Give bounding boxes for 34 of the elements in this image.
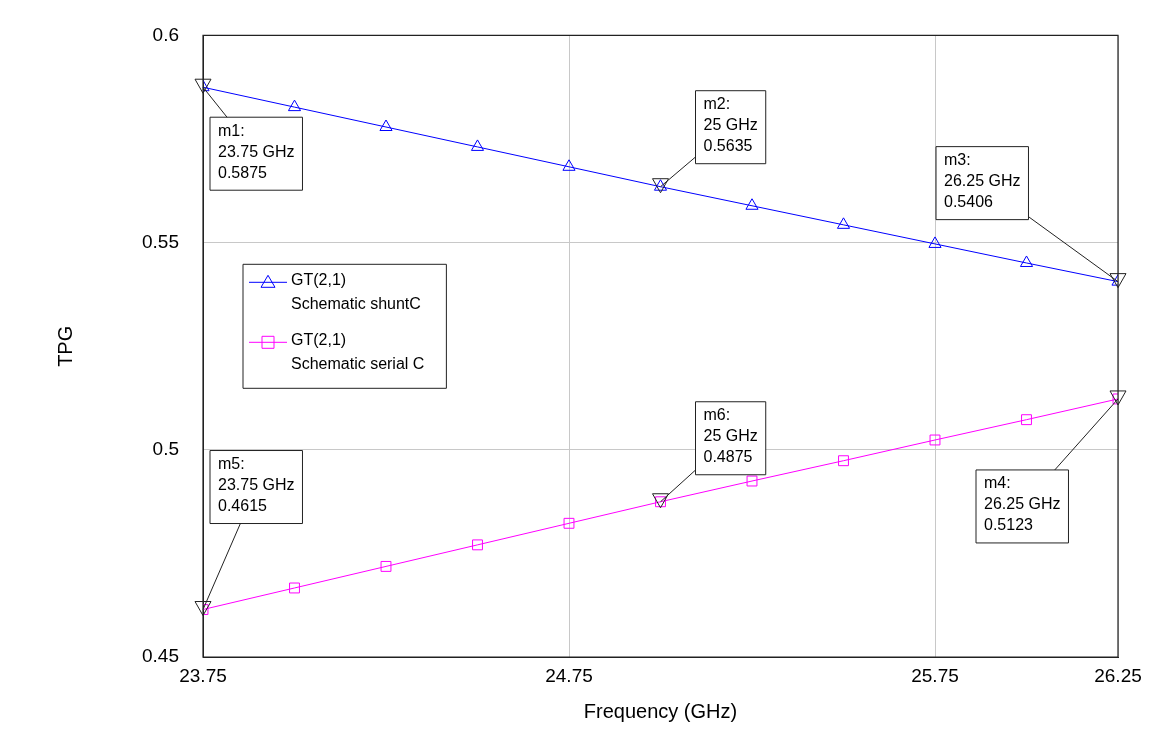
point xyxy=(563,517,575,529)
x-axis-title: Frequency (GHz) xyxy=(583,699,738,722)
point xyxy=(472,539,483,551)
point xyxy=(746,475,758,487)
annotation: m4: 26.25 GHz 0.5123 xyxy=(984,474,1061,534)
point xyxy=(1019,255,1034,267)
point xyxy=(562,159,576,171)
point xyxy=(1021,414,1032,426)
y-tick-label: 0.5 xyxy=(152,438,179,460)
x-tick-label: 26.25 xyxy=(1094,664,1142,686)
x-tick-label: 23.75 xyxy=(179,664,227,686)
point xyxy=(929,434,941,446)
point xyxy=(470,139,485,151)
legend-label: GT(2,1) Schematic shuntC xyxy=(291,270,421,312)
y-axis-title: TPG xyxy=(53,325,76,367)
point xyxy=(745,198,759,210)
annotation: m1: 23.75 GHz 0.5875 xyxy=(218,121,295,181)
point xyxy=(289,582,300,594)
point xyxy=(928,236,942,248)
point xyxy=(287,99,302,112)
point xyxy=(379,119,393,132)
x-tick-label: 24.75 xyxy=(545,664,593,686)
point xyxy=(836,217,851,229)
point xyxy=(380,560,392,572)
annotation: m3: 26.25 GHz 0.5406 xyxy=(944,151,1021,211)
annotation: m2: 25 GHz 0.5635 xyxy=(703,95,758,155)
y-tick-label: 0.45 xyxy=(142,645,179,667)
legend-label: GT(2,1) Schematic serial C xyxy=(291,330,425,372)
annotation: m6: 25 GHz 0.4875 xyxy=(703,406,758,466)
y-tick-label: 0.55 xyxy=(142,230,179,252)
point xyxy=(838,455,849,467)
annotation: m5: 23.75 GHz 0.4615 xyxy=(218,454,295,514)
y-tick-label: 0.6 xyxy=(152,23,179,45)
x-tick-label: 25.75 xyxy=(911,664,959,686)
